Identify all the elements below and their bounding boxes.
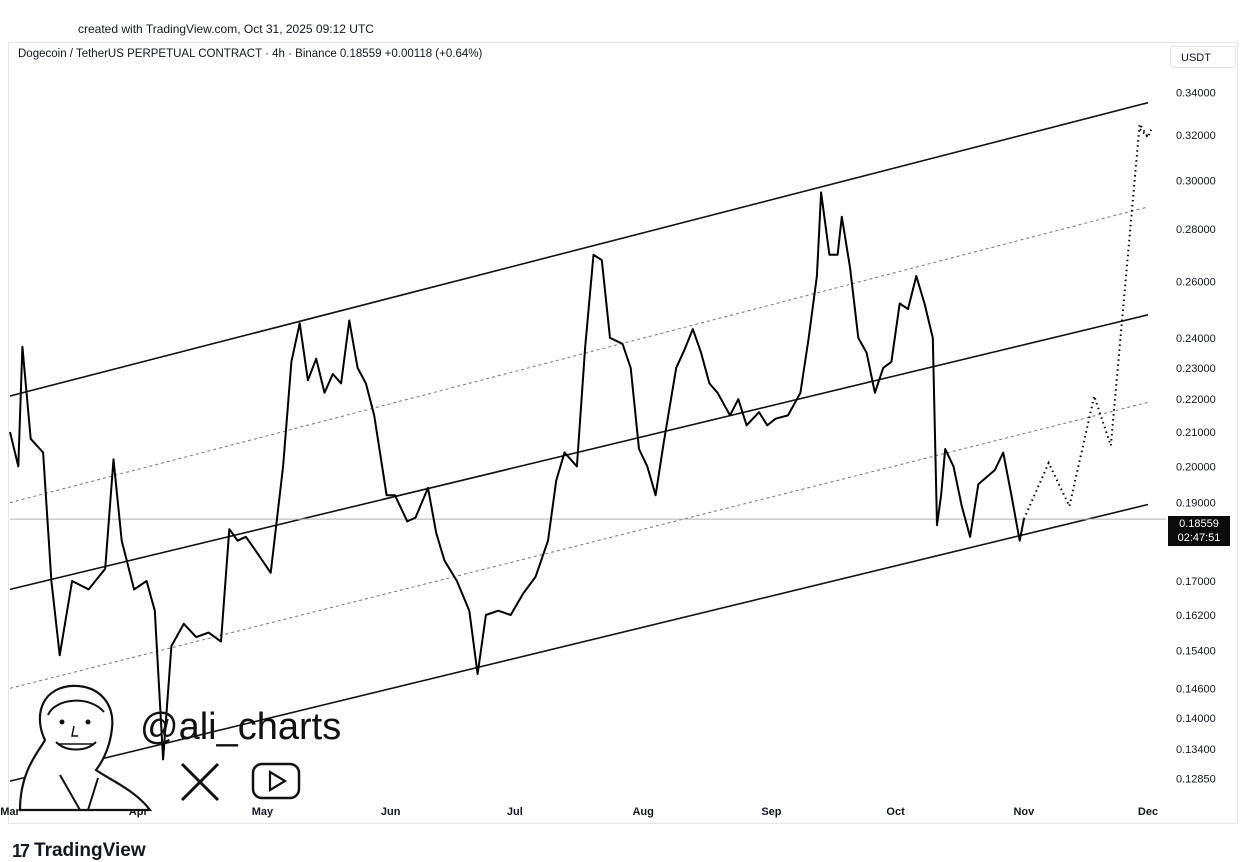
tradingview-mark-icon: 17 [12,840,30,861]
x-tick-label: Mar [0,806,20,818]
x-tick-label: Oct [886,806,905,818]
y-tick-label: 0.21000 [1176,427,1216,439]
author-handle: @ali_charts [140,706,342,748]
tradingview-logo[interactable]: 17 TradingView [12,840,146,862]
projection-line [1022,121,1149,520]
y-tick-label: 0.14600 [1176,683,1216,695]
y-tick-label: 0.32000 [1176,130,1216,142]
y-tick-label: 0.26000 [1176,276,1216,288]
chart-frame [8,42,1238,824]
y-tick-label: 0.30000 [1176,176,1216,188]
y-tick-label: 0.24000 [1176,333,1216,345]
y-tick-label: 0.16200 [1176,610,1216,622]
x-tick-label: Nov [1013,806,1035,818]
y-tick-label: 0.13400 [1176,744,1216,756]
y-tick-label: 0.15400 [1176,646,1216,658]
x-tick-label: Sep [761,806,781,818]
channel-line-2 [9,101,1149,397]
y-tick-label: 0.17000 [1176,576,1216,588]
channel-midline-3 [9,206,1149,504]
channel-line-4 [9,314,1149,591]
price-series [9,191,1025,761]
y-tick-label: 0.20000 [1176,461,1216,473]
y-tick-label: 0.28000 [1176,224,1216,236]
bar-countdown: 02:47:51 [1177,532,1221,544]
x-axis: Mar Apr May Jun Jul Aug Sep Oct Nov Dec [0,806,1158,818]
x-social-icon[interactable] [180,762,220,802]
y-tick-label: 0.34000 [1176,87,1216,99]
channel-lines [9,101,1166,782]
created-with-text: created with TradingView.com, Oct 31, 20… [78,22,374,36]
y-tick-label: 0.22000 [1176,394,1216,406]
y-axis: 0.34000 0.32000 0.30000 0.28000 0.26000 0.240… [1176,87,1216,785]
symbol-info[interactable]: Dogecoin / TetherUS PERPETUAL CONTRACT ·… [18,48,483,60]
projection-series [1022,121,1153,520]
currency-label[interactable]: USDT [1170,46,1236,68]
last-price-value: 0.18559 [1179,518,1219,530]
x-tick-label: Dec [1138,806,1158,818]
tradingview-logo-text: TradingView [34,840,146,861]
x-tick-label: Jun [381,806,401,818]
youtube-icon[interactable] [251,762,301,800]
y-tick-label: 0.14000 [1176,713,1216,725]
last-price-tag: 0.18559 02:47:51 [1168,516,1230,546]
y-tick-label: 0.12850 [1176,773,1216,785]
channel-line-6 [9,503,1149,782]
x-tick-label: Jul [507,806,523,818]
y-tick-label: 0.19000 [1176,498,1216,510]
x-tick-label: May [252,806,274,818]
x-tick-label: Aug [632,806,653,818]
y-tick-label: 0.23000 [1176,363,1216,375]
projection-arrowhead [1139,126,1153,140]
avatar-illustration [18,684,153,812]
price-line [9,191,1025,761]
